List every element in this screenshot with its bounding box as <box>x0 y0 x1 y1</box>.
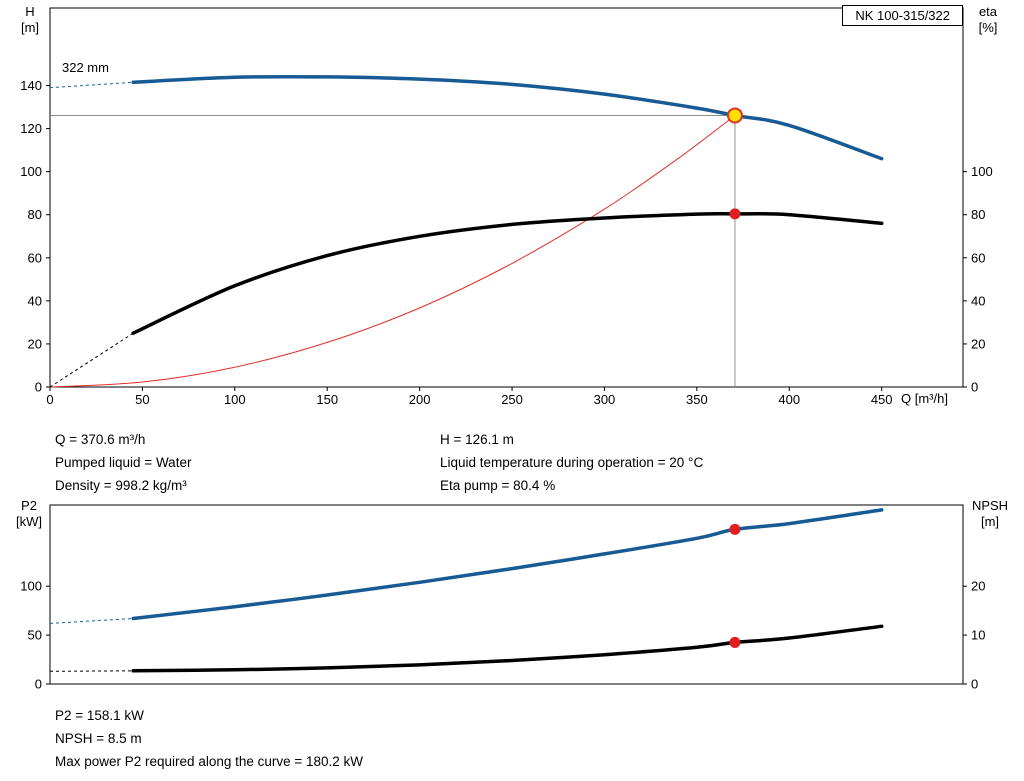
duty-results-left-column: Q = 370.6 m³/h Pumped liquid = Water Den… <box>55 428 191 497</box>
eta-axis-label-line1: eta <box>978 4 998 19</box>
result-liquid-temperature: Liquid temperature during operation = 20… <box>440 455 704 470</box>
svg-text:50: 50 <box>28 628 42 643</box>
result-npsh: NPSH = 8.5 m <box>55 731 142 746</box>
result-q: Q = 370.6 m³/h <box>55 432 146 447</box>
svg-text:450: 450 <box>871 392 893 407</box>
result-h: H = 126.1 m <box>440 432 514 447</box>
result-p2: P2 = 158.1 kW <box>55 708 144 723</box>
npsh-axis-label: NPSH [m] <box>962 498 1018 530</box>
svg-text:0: 0 <box>35 380 42 395</box>
svg-text:60: 60 <box>971 250 985 265</box>
svg-text:0: 0 <box>35 677 42 692</box>
svg-text:400: 400 <box>778 392 800 407</box>
svg-text:0: 0 <box>971 677 978 692</box>
npsh-axis-label-line1: NPSH <box>971 498 1009 513</box>
result-density: Density = 998.2 kg/m³ <box>55 478 187 493</box>
svg-text:20: 20 <box>971 579 985 594</box>
svg-text:100: 100 <box>224 392 246 407</box>
svg-text:0: 0 <box>46 392 53 407</box>
p2-axis-label-line1: P2 <box>21 498 37 513</box>
svg-text:100: 100 <box>20 164 42 179</box>
result-pumped-liquid: Pumped liquid = Water <box>55 455 192 470</box>
h-axis-label-line2: [m] <box>20 20 40 35</box>
svg-text:100: 100 <box>20 579 42 594</box>
p2-axis-label: P2 [kW] <box>8 498 50 530</box>
result-eta-pump: Eta pump = 80.4 % <box>440 478 556 493</box>
p2-axis-label-line2: [kW] <box>16 514 42 529</box>
eta-axis-label-line2: [%] <box>978 20 998 35</box>
x-axis-unit-label: Q [m³/h] <box>901 391 948 406</box>
impeller-diameter-label: 322 mm <box>62 60 109 75</box>
svg-text:100: 100 <box>971 164 993 179</box>
svg-text:80: 80 <box>971 207 985 222</box>
svg-text:80: 80 <box>28 207 42 222</box>
h-axis-label-line1: H <box>25 4 35 19</box>
svg-text:20: 20 <box>28 336 42 351</box>
svg-text:10: 10 <box>971 628 985 643</box>
svg-text:150: 150 <box>316 392 338 407</box>
eta-axis-label: eta [%] <box>964 4 1012 36</box>
svg-text:50: 50 <box>135 392 149 407</box>
h-axis-label: H [m] <box>12 4 48 36</box>
svg-text:40: 40 <box>971 293 985 308</box>
svg-text:350: 350 <box>686 392 708 407</box>
svg-text:60: 60 <box>28 250 42 265</box>
svg-text:40: 40 <box>28 293 42 308</box>
duty-results-right-column: H = 126.1 m Liquid temperature during op… <box>440 428 703 497</box>
bottom-results-column: P2 = 158.1 kW NPSH = 8.5 m Max power P2 … <box>55 704 363 773</box>
svg-text:200: 200 <box>409 392 431 407</box>
svg-text:0: 0 <box>971 380 978 395</box>
npsh-axis-label-line2: [m] <box>980 514 1000 529</box>
result-max-power: Max power P2 required along the curve = … <box>55 754 364 769</box>
svg-text:20: 20 <box>971 336 985 351</box>
svg-text:140: 140 <box>20 78 42 93</box>
svg-text:120: 120 <box>20 121 42 136</box>
pump-model-box: NK 100-315/322 <box>842 5 963 26</box>
svg-text:250: 250 <box>501 392 523 407</box>
svg-text:300: 300 <box>594 392 616 407</box>
